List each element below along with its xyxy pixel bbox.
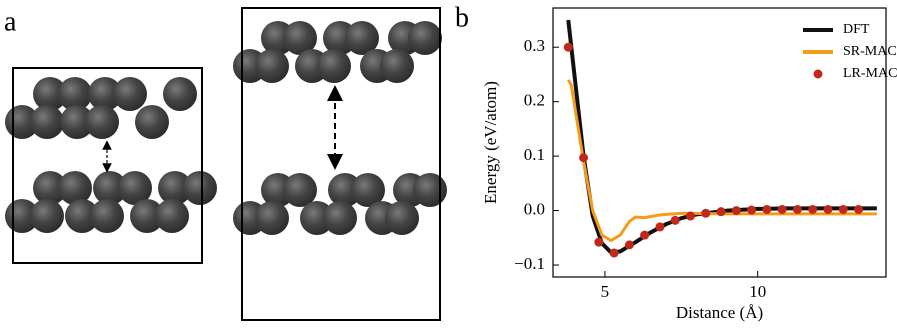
data-point — [731, 206, 741, 216]
data-point — [747, 205, 757, 215]
data-point — [716, 207, 726, 217]
atom — [255, 49, 289, 83]
atom — [60, 105, 94, 139]
atom — [283, 173, 317, 207]
data-point — [701, 208, 711, 218]
data-point — [808, 204, 818, 214]
atom — [317, 49, 351, 83]
data-point — [762, 204, 772, 214]
panel-label: b — [455, 2, 469, 33]
y-tick-label: 0.0 — [524, 199, 545, 218]
atom — [93, 171, 127, 205]
data-point — [685, 211, 695, 221]
atom — [113, 77, 147, 111]
atom — [135, 105, 169, 139]
atom — [155, 199, 189, 233]
atom — [163, 77, 197, 111]
data-point — [792, 204, 802, 214]
atom — [345, 21, 379, 55]
x-tick-label: 10 — [749, 282, 766, 301]
cell-box — [12, 67, 203, 264]
atom — [65, 199, 99, 233]
atom — [118, 171, 152, 205]
atom — [380, 49, 414, 83]
atom — [158, 171, 192, 205]
atom — [58, 171, 92, 205]
atom — [85, 105, 119, 139]
data-point — [670, 215, 680, 225]
data-point — [609, 248, 619, 258]
y-axis-label: Energy (eV/atom) — [481, 81, 500, 204]
data-point — [655, 222, 665, 232]
atom — [385, 201, 419, 235]
legend-label: DFT — [843, 22, 870, 37]
data-point — [579, 153, 589, 163]
data-point — [823, 204, 833, 214]
atom — [30, 105, 64, 139]
atom — [30, 199, 64, 233]
atom — [33, 77, 67, 111]
data-point — [594, 237, 604, 247]
data-point — [777, 204, 787, 214]
y-tick-label: 0.2 — [524, 91, 545, 110]
plot: 5 10 −0.1 0.0 0.1 0.2 0.3 Distance (Å) Energy (e… — [481, 7, 897, 322]
x-axis-label: Distance (Å) — [676, 303, 763, 322]
legend-marker — [813, 69, 823, 79]
y-tick-label: 0.3 — [524, 36, 545, 55]
atom-schematic — [5, 21, 447, 235]
plot-frame — [552, 7, 887, 278]
panel-label: a — [4, 6, 17, 37]
atom — [130, 199, 164, 233]
atom — [283, 21, 317, 55]
data-point — [838, 204, 848, 214]
atom — [88, 77, 122, 111]
atom — [413, 173, 447, 207]
data-point — [640, 230, 650, 240]
legend-label: SR-MACE — [843, 44, 897, 59]
legend-label: LR-MACE — [843, 66, 897, 81]
atom — [58, 77, 92, 111]
atom — [351, 173, 385, 207]
y-tick-label: −0.1 — [514, 254, 545, 273]
data-point — [624, 240, 634, 250]
data-point — [854, 204, 864, 214]
atom — [90, 199, 124, 233]
x-tick-label: 5 — [601, 282, 610, 301]
cell-box — [241, 7, 441, 321]
atom — [183, 171, 217, 205]
series-line — [566, 19, 877, 255]
atom — [408, 21, 442, 55]
atom — [255, 201, 289, 235]
data-point — [563, 42, 573, 52]
atom — [33, 171, 67, 205]
series-line — [566, 79, 877, 243]
y-tick-label: 0.1 — [524, 145, 545, 164]
atom — [323, 201, 357, 235]
